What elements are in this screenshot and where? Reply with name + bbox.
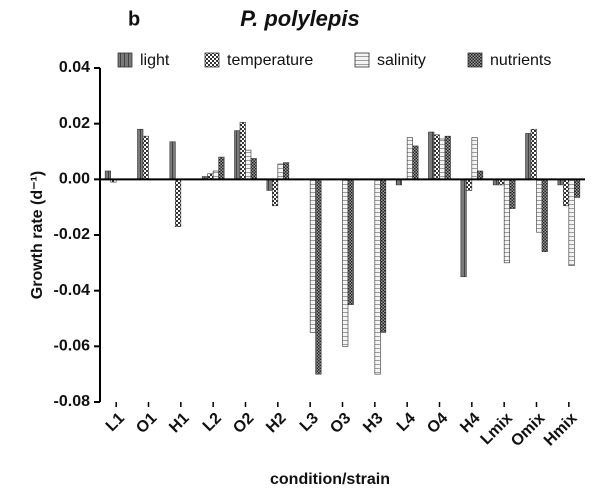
- x-tick-label: L2: [200, 410, 225, 435]
- bar: [266, 179, 273, 191]
- bar: [277, 163, 284, 180]
- bar: [283, 162, 290, 180]
- bar: [568, 179, 575, 266]
- x-tick-label: O3: [327, 410, 354, 437]
- bar: [428, 131, 435, 180]
- bar: [433, 134, 440, 180]
- bar: [471, 137, 478, 180]
- bar: [169, 141, 176, 180]
- bar: [380, 179, 387, 333]
- legend-swatch: [467, 52, 483, 68]
- bar: [477, 170, 484, 180]
- legend-swatch: [117, 52, 133, 68]
- x-tick-label: H1: [166, 410, 193, 437]
- x-axis-label: condition/strain: [270, 471, 390, 488]
- x-tick-label: H3: [360, 410, 387, 437]
- bar: [460, 179, 467, 278]
- bar: [412, 145, 419, 180]
- bar: [250, 158, 257, 180]
- bar: [530, 128, 537, 180]
- bar: [466, 179, 473, 191]
- x-tick-label: O2: [230, 410, 257, 437]
- y-tick-label: 0.00: [59, 171, 90, 188]
- x-tick-label: Hmix: [541, 410, 581, 450]
- bar: [239, 121, 246, 180]
- bar: [444, 135, 451, 180]
- x-tick-label: Lmix: [478, 410, 517, 449]
- x-tick-label: L4: [394, 410, 419, 435]
- bar: [272, 179, 279, 207]
- bar: [574, 179, 581, 198]
- bar: [342, 179, 349, 347]
- bar: [541, 179, 548, 252]
- bar: [309, 179, 316, 333]
- bar: [525, 133, 532, 180]
- bar: [563, 179, 570, 207]
- y-tick-label: -0.04: [54, 282, 91, 299]
- legend-label: nutrients: [490, 52, 551, 69]
- legend-swatch: [204, 52, 220, 68]
- panel-label: b: [128, 8, 140, 30]
- x-tick-label: H2: [263, 410, 290, 437]
- bar: [104, 170, 111, 180]
- chart-title: P. polylepis: [240, 6, 359, 31]
- bar: [374, 179, 381, 375]
- x-tick-label: Omix: [508, 410, 548, 450]
- x-tick-label: L1: [103, 410, 128, 435]
- bar: [439, 138, 446, 180]
- bar: [509, 179, 516, 209]
- x-tick-label: O1: [133, 410, 160, 437]
- bar: [137, 128, 144, 180]
- bar: [347, 179, 354, 305]
- x-tick-label: L3: [297, 410, 322, 435]
- legend-label: temperature: [227, 52, 313, 69]
- y-tick-label: -0.06: [54, 338, 91, 355]
- x-tick-label: H4: [457, 410, 484, 437]
- bar: [406, 137, 413, 180]
- legend-label: salinity: [377, 52, 426, 69]
- y-tick-label: -0.02: [54, 226, 91, 243]
- bar: [234, 130, 241, 180]
- y-tick-label: 0.02: [59, 115, 90, 132]
- bar: [212, 170, 219, 180]
- x-tick-label: O4: [424, 410, 451, 437]
- bar: [142, 135, 149, 180]
- legend-label: light: [140, 52, 170, 69]
- y-tick-label: 0.04: [59, 59, 90, 76]
- y-axis-label: Growth rate (d⁻¹): [29, 171, 46, 299]
- bar: [315, 179, 322, 375]
- legend-swatch: [354, 52, 370, 68]
- bar: [218, 156, 225, 180]
- bar: [503, 179, 510, 264]
- y-tick-label: -0.08: [54, 393, 91, 410]
- bar: [536, 179, 543, 233]
- bar: [175, 179, 182, 227]
- bar: [245, 149, 252, 180]
